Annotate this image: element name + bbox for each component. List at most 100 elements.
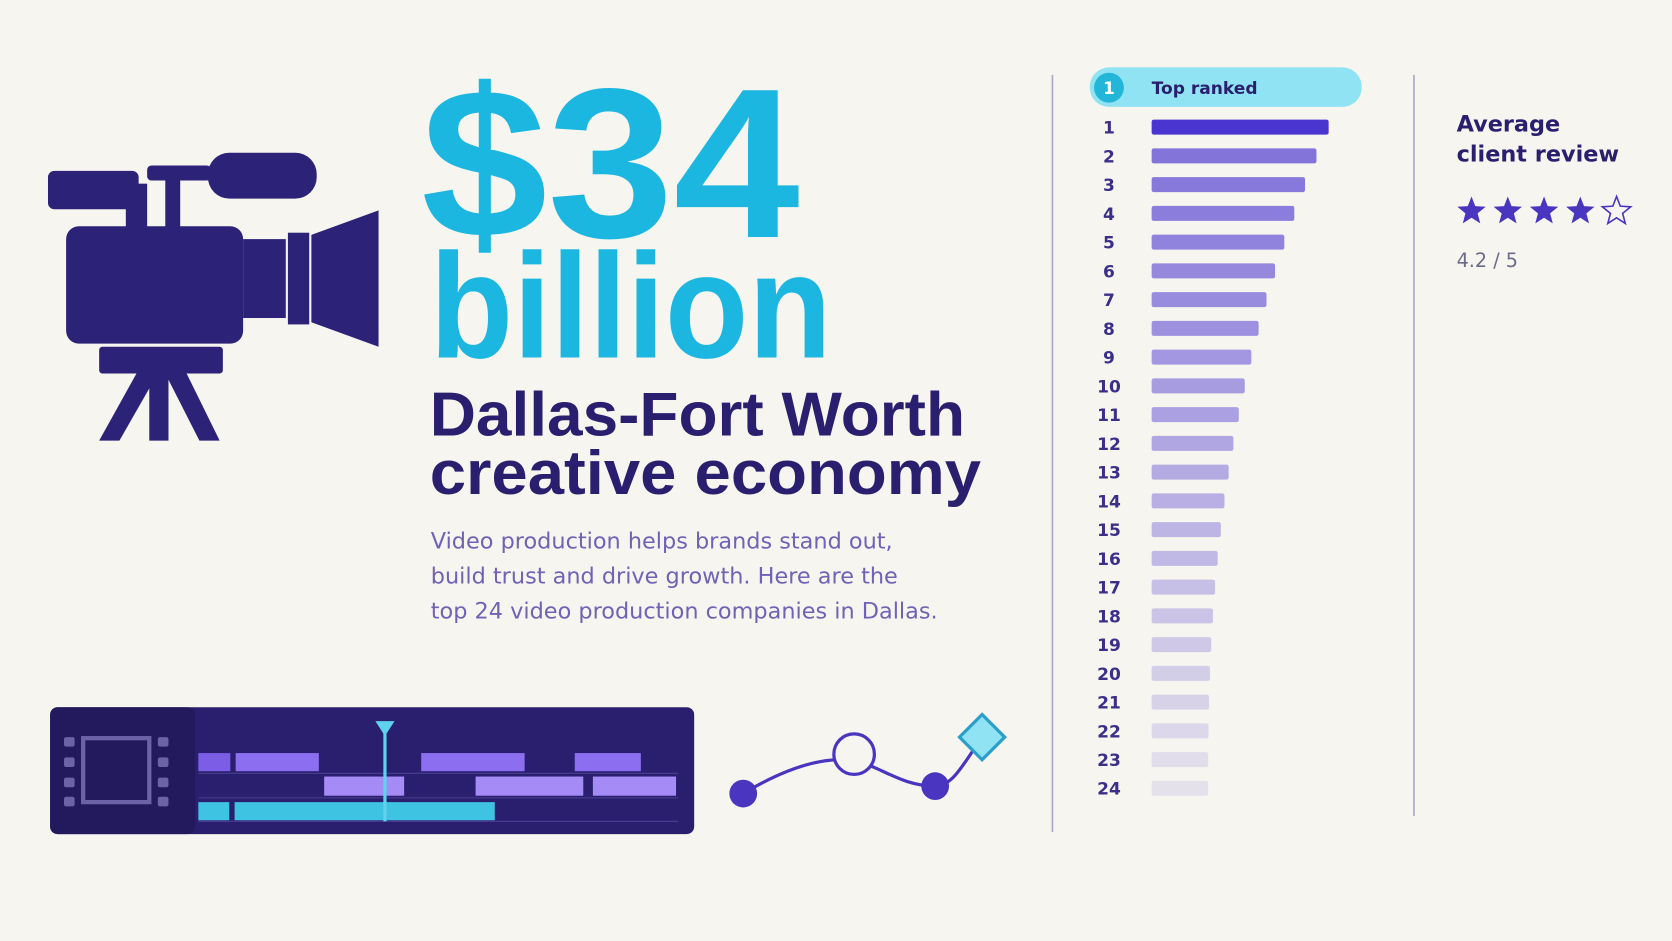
film-hole (63, 737, 75, 747)
track-lines (198, 772, 679, 822)
rank-bar (1151, 665, 1210, 681)
headline-amount: $34 (421, 45, 800, 283)
rank-bar (1151, 119, 1329, 135)
lens-ring (287, 232, 310, 325)
rank-bar (1151, 464, 1229, 480)
mic-post (165, 176, 181, 230)
rank-number: 6 (1103, 262, 1115, 282)
tripod-plate (99, 346, 223, 374)
rank-number: 5 (1103, 234, 1115, 254)
clip (198, 753, 231, 772)
stars (1457, 194, 1633, 226)
playhead-marker (375, 721, 395, 737)
headline-title: creative economy (430, 439, 982, 508)
rank-number: 10 (1097, 377, 1121, 397)
review-title: client review (1457, 141, 1620, 167)
rank-bar (1151, 263, 1276, 279)
rank-number: 12 (1097, 435, 1121, 455)
viewfinder (47, 170, 139, 210)
rank-number: 19 (1097, 636, 1121, 656)
clip (574, 753, 641, 772)
rank-number: 11 (1097, 406, 1121, 426)
star (1600, 194, 1633, 226)
rank-number: 2 (1103, 147, 1115, 167)
rank-number: 13 (1097, 464, 1121, 484)
headline-title: Dallas-Fort Worth (430, 380, 965, 449)
rank-number: 24 (1097, 780, 1121, 800)
rank-number: 16 (1097, 550, 1121, 570)
clip (324, 776, 405, 796)
film-hole (63, 757, 75, 767)
rank-bar (1151, 579, 1216, 595)
rank-bar (1151, 608, 1213, 624)
description-line: build trust and drive growth. Here are t… (431, 564, 898, 590)
pill-label: Top ranked (1152, 79, 1258, 99)
rank-bar (1151, 522, 1221, 538)
rank-number: 22 (1097, 722, 1121, 742)
headline-unit: billion (430, 222, 832, 389)
rank-number: 9 (1103, 349, 1115, 369)
star (1457, 196, 1486, 224)
star (1566, 196, 1595, 224)
curve-node (729, 779, 758, 808)
rank-bar (1151, 349, 1252, 365)
film-holes (63, 737, 169, 807)
curve-graphic (729, 712, 1007, 808)
mic-mount (147, 165, 212, 181)
rank-bar (1151, 234, 1285, 250)
rank-bar (1151, 550, 1218, 566)
rank-number: 15 (1097, 521, 1121, 541)
lens-hood (311, 210, 379, 347)
rank-number: 14 (1097, 492, 1121, 512)
description-line: Video production helps brands stand out, (431, 528, 893, 554)
curve-node (921, 772, 950, 800)
film-panel (50, 707, 196, 835)
rank-number: 3 (1103, 176, 1115, 196)
rank-bar (1151, 292, 1267, 308)
star (1493, 196, 1522, 224)
rank-bar (1151, 320, 1259, 336)
clip (234, 802, 495, 821)
film-hole (157, 796, 169, 807)
rank-number: 20 (1097, 665, 1121, 685)
ranking: 1 Top ranked 123456789101112131415161718… (1089, 67, 1362, 800)
camera-body (66, 226, 244, 344)
rank-bar (1151, 723, 1209, 739)
rank-bar (1151, 205, 1295, 221)
rank-bar (1151, 780, 1209, 796)
film-frame (81, 736, 152, 805)
rank-number: 18 (1097, 607, 1121, 627)
clip (421, 753, 525, 772)
film-hole (157, 777, 169, 788)
curve-node (832, 732, 876, 777)
rank-number: 23 (1097, 751, 1121, 771)
film-hole (157, 757, 169, 767)
film-hole (63, 777, 75, 788)
rank-bar (1151, 435, 1234, 451)
tripod-leg (165, 373, 220, 441)
rank-bar (1151, 378, 1245, 394)
microphone (207, 152, 317, 199)
review-title: Average (1457, 111, 1561, 137)
review-score: 4.2 / 5 (1457, 249, 1518, 272)
timeline-graphic (50, 707, 695, 835)
rank-bar (1151, 752, 1209, 768)
badge (1094, 72, 1124, 103)
rank-number: 21 (1097, 694, 1121, 714)
rank-bar (1151, 637, 1212, 653)
lens-base (243, 239, 286, 319)
clip (475, 776, 584, 796)
star (1529, 196, 1559, 224)
rank-number: 17 (1097, 579, 1121, 599)
camera-icon (47, 152, 379, 441)
rank-number: 4 (1103, 205, 1115, 225)
description-line: top 24 video production companies in Dal… (431, 599, 938, 625)
rank-bar (1151, 407, 1239, 423)
film-hole (63, 796, 75, 807)
top-ranked-pill (1089, 67, 1362, 107)
rank-bar (1151, 694, 1210, 710)
rank-number: 1 (1103, 119, 1115, 139)
clip (198, 802, 230, 821)
